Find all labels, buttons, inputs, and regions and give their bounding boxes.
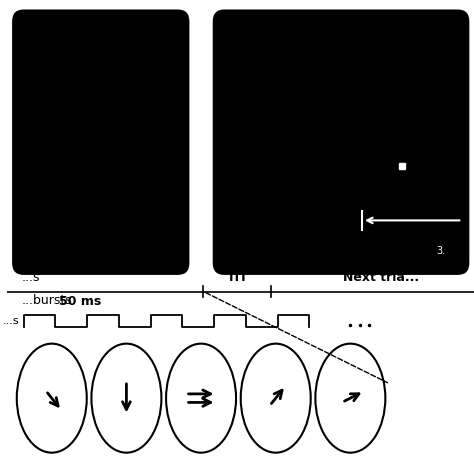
FancyBboxPatch shape [213, 9, 469, 275]
Text: 50 ms: 50 ms [59, 295, 101, 308]
Text: ITI: ITI [228, 271, 246, 284]
Text: 3.: 3. [437, 246, 446, 256]
Text: Next tria...: Next tria... [343, 271, 419, 284]
Text: ...s: ...s [2, 316, 19, 326]
Text: ...s: ...s [21, 271, 40, 284]
FancyBboxPatch shape [12, 9, 190, 275]
Text: ...bursts: ...bursts [21, 294, 72, 307]
